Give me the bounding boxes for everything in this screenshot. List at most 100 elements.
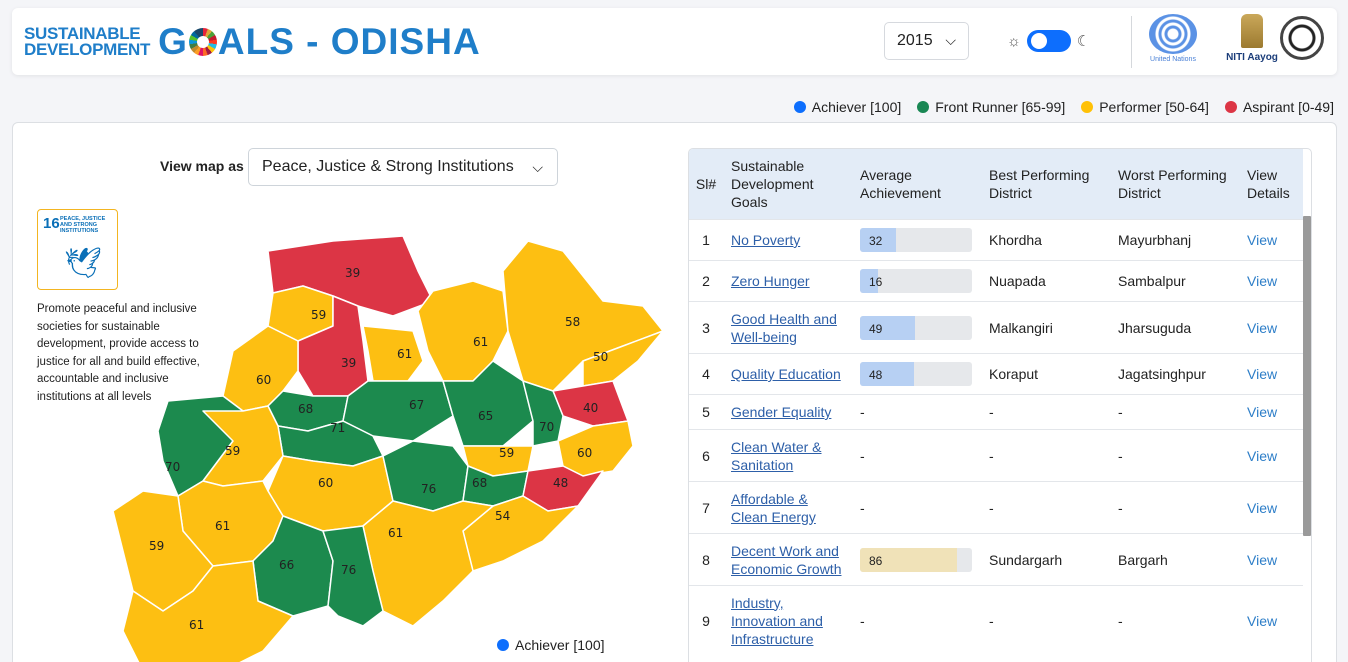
theme-toggle-switch[interactable]	[1026, 30, 1071, 52]
view-details-link[interactable]: View	[1247, 499, 1278, 516]
header-best: Best Performing District	[981, 149, 1110, 220]
view-details-link[interactable]: View	[1247, 366, 1278, 382]
district-region[interactable]	[297, 295, 369, 397]
district-region[interactable]	[362, 325, 424, 382]
worst-district: Jagatsinghpur	[1110, 353, 1239, 395]
goal-link[interactable]: Decent Work and Economic Growth	[731, 542, 842, 577]
table-row: 9 Industry, Innovation and Infrastructur…	[689, 585, 1303, 656]
achievement-bar-fill	[860, 547, 957, 572]
view-details-link[interactable]: View	[1247, 551, 1278, 568]
worst-district: -	[1110, 481, 1239, 534]
achievement-value: -	[852, 481, 981, 534]
table-row: 6 Clean Water & Sanitation - - - View	[689, 429, 1303, 482]
table-scrollbar[interactable]	[1303, 216, 1311, 536]
niti-aayog-logo: NITI Aayog	[1222, 14, 1282, 63]
row-sl: 5	[689, 394, 723, 430]
district-score: 76	[341, 563, 356, 577]
district-score: 68	[472, 476, 487, 490]
legend-item-performer: Performer [50-64]	[1081, 99, 1209, 115]
worst-district: Jharsuguda	[1110, 301, 1239, 354]
best-district: Koraput	[981, 353, 1110, 395]
goal-select-value: Peace, Justice & Strong Institutions	[262, 158, 514, 175]
goal-link[interactable]: Industry, Innovation and Infrastructure	[731, 594, 823, 647]
achievement-bar: 48	[860, 362, 972, 386]
table-row: 3 Good Health and Well-being 49 Malkangi…	[689, 301, 1303, 354]
view-details-link[interactable]: View	[1247, 232, 1278, 248]
goal-link[interactable]: Affordable & Clean Energy	[731, 490, 816, 525]
district-score: 50	[593, 350, 608, 364]
sdg-16-tile: 16 PEACE, JUSTICE AND STRONG INSTITUTION…	[37, 209, 118, 290]
district-score: 70	[539, 420, 554, 434]
district-score-labels: 39 59 61 58 61 50 60 39 40 68 67 71 65 7…	[149, 266, 608, 632]
view-details-link[interactable]: View	[1247, 447, 1278, 464]
brand-big-pre: G	[158, 21, 188, 62]
sdg-wheel-icon	[188, 28, 217, 56]
goal-link[interactable]: Quality Education	[731, 366, 841, 382]
district-score: 39	[341, 356, 356, 370]
worst-district: Mayurbhanj	[1110, 219, 1239, 261]
district-score: 70	[165, 460, 180, 474]
header-goal: Sustainable Development Goals	[723, 149, 852, 220]
district-region[interactable]	[557, 420, 634, 477]
legend-item-aspirant: Aspirant [0-49]	[1224, 99, 1334, 115]
achievement-bar-fill	[860, 315, 915, 340]
achievement-value: 16	[869, 275, 883, 289]
worst-district: -	[1110, 429, 1239, 482]
sdg-number: 16	[43, 215, 60, 232]
achievement-bar: 49	[860, 315, 972, 340]
district-region[interactable]	[122, 560, 294, 662]
dove-icon: 🕊	[64, 247, 103, 280]
district-score: 60	[256, 373, 271, 387]
table-row: 2 Zero Hunger 16 Nuapada Sambalpur View	[689, 260, 1303, 302]
goal-link[interactable]: Zero Hunger	[731, 273, 810, 289]
district-score: 66	[279, 558, 294, 572]
year-select[interactable]: 2015 ⌵	[884, 22, 969, 60]
district-region[interactable]	[322, 525, 384, 627]
goal-link[interactable]: Good Health and Well-being	[731, 310, 837, 345]
achievement-value: -	[852, 585, 981, 656]
district-score: 59	[499, 446, 514, 460]
legend-dot	[1081, 101, 1094, 113]
goal-link[interactable]: Gender Equality	[731, 404, 832, 420]
table-row: 7 Affordable & Clean Energy - - - View	[689, 481, 1303, 534]
achievement-value: -	[852, 394, 981, 430]
brand-line2: DEVELOPMENT	[24, 40, 151, 59]
goal-select[interactable]: Peace, Justice & Strong Institutions ⌵	[248, 148, 558, 186]
top-header: SUSTAINABLE DEVELOPMENT G ALS - ODISHA 20…	[12, 8, 1337, 75]
brand-logo[interactable]: SUSTAINABLE DEVELOPMENT G ALS - ODISHA	[24, 20, 481, 64]
district-region[interactable]	[382, 440, 469, 512]
district-score: 61	[473, 335, 488, 349]
row-sl: 8	[689, 533, 723, 586]
district-score: 39	[345, 266, 360, 280]
row-sl: 4	[689, 353, 723, 395]
view-details-link[interactable]: View	[1247, 404, 1278, 420]
best-district: Malkangiri	[981, 301, 1110, 354]
goal-link[interactable]: No Poverty	[731, 232, 801, 248]
legend-label: Achiever [100]	[811, 99, 902, 115]
view-details-link[interactable]: View	[1247, 319, 1278, 336]
view-details-link[interactable]: View	[1247, 273, 1278, 289]
header-view: View Details	[1239, 149, 1303, 220]
achievement-bar: 32	[860, 228, 972, 252]
district-region[interactable]	[202, 405, 284, 487]
legend-dot	[1224, 101, 1237, 113]
best-district: -	[981, 481, 1110, 534]
view-details-link[interactable]: View	[1247, 612, 1278, 629]
map-legend-achiever: Achiever [100]	[497, 637, 605, 653]
header-average: Average Achievement	[852, 149, 981, 220]
legend-dot	[497, 639, 509, 651]
brand-big-text: G ALS - ODISHA	[158, 21, 481, 63]
legend-dot	[793, 101, 806, 113]
moon-icon: ☾	[1076, 33, 1091, 50]
achievement-bar-fill	[860, 362, 914, 386]
worst-district: -	[1110, 394, 1239, 430]
row-sl: 7	[689, 481, 723, 534]
sdg-tile-text: PEACE, JUSTICE AND STRONG INSTITUTIONS	[60, 216, 106, 234]
achievement-value: 32	[869, 234, 883, 248]
goal-link[interactable]: Clean Water & Sanitation	[731, 438, 822, 473]
chevron-down-icon: ⌵	[532, 159, 543, 175]
achievement-value: -	[852, 429, 981, 482]
district-score: 61	[388, 526, 403, 540]
year-select-value: 2015	[897, 32, 933, 49]
goals-table-container: Sl# Sustainable Development Goals Averag…	[688, 148, 1312, 662]
